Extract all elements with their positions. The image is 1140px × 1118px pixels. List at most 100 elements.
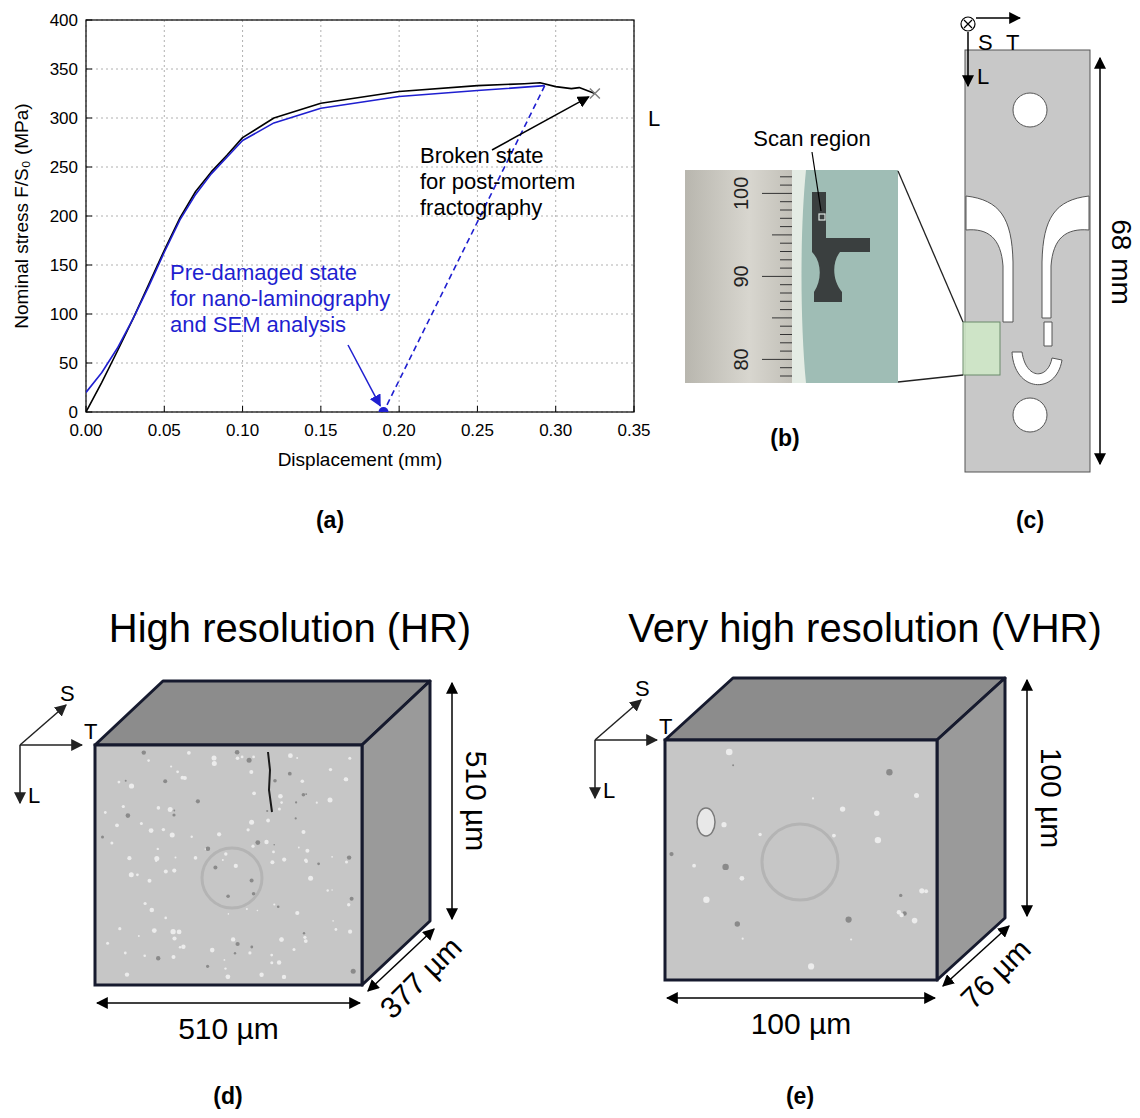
ruler-tick [780, 293, 792, 294]
dimension-label: 76 µm [954, 932, 1037, 1015]
tick [399, 406, 400, 412]
scan-pointer [812, 152, 821, 211]
texture-speck [874, 811, 879, 816]
texture-speck [138, 935, 140, 937]
texture-speck [217, 832, 221, 836]
annotation-text: for nano-laminography [170, 286, 390, 311]
texture-speck [264, 840, 268, 844]
ruler-tick [762, 276, 792, 277]
cube-front [95, 745, 362, 985]
texture-speck [124, 952, 127, 955]
tick [86, 167, 92, 168]
notch [1044, 322, 1052, 346]
texture-speck [703, 897, 709, 903]
axis-arrow [594, 740, 596, 798]
ruler-tick [780, 342, 792, 343]
ruler-tick [780, 326, 792, 327]
pin-hole [1013, 398, 1047, 432]
texture-speck [295, 801, 297, 803]
texture-speck [305, 849, 309, 853]
texture-speck [348, 930, 352, 934]
grid-line [399, 20, 400, 412]
out-of-plane-cross [964, 20, 972, 28]
ruler-tick [780, 226, 792, 227]
x-tick-label: 0.25 [461, 421, 494, 440]
texture-speck [172, 813, 175, 816]
texture-speck [196, 799, 200, 803]
length-label: 68 mm [1106, 219, 1137, 305]
dimension-arrow [97, 1002, 360, 1004]
texture-speck [170, 833, 175, 838]
panel-label: (b) [770, 425, 799, 451]
texture-speck [228, 913, 230, 915]
axis-letter: S [978, 30, 993, 55]
ruler-tick [772, 317, 792, 318]
cube-front [665, 740, 937, 980]
axis-arrow [20, 705, 66, 745]
texture-speck [147, 759, 150, 762]
texture-speck [157, 848, 159, 850]
texture-speck [213, 866, 217, 870]
texture-speck [302, 793, 306, 797]
texture-speck [812, 797, 814, 799]
tick [242, 406, 243, 412]
y-tick-label: 100 [50, 305, 78, 324]
texture-speck [316, 802, 318, 804]
y-tick-label: 350 [50, 60, 78, 79]
texture-speck [302, 830, 306, 834]
texture-speck [732, 764, 734, 766]
texture-speck [278, 794, 283, 799]
ruler-tick [780, 376, 792, 377]
tick [86, 363, 92, 364]
cutout [966, 196, 1013, 322]
texture-speck [173, 810, 175, 812]
y-tick-label: 300 [50, 109, 78, 128]
specimen-plate [965, 50, 1090, 472]
axis-letter: L [28, 783, 40, 808]
x-tick-label: 0.15 [304, 421, 337, 440]
texture-speck [236, 942, 240, 946]
texture-speck [886, 769, 892, 775]
annotation-text: for post-mortem [420, 169, 575, 194]
texture-speck [236, 756, 240, 760]
texture-speck [164, 917, 167, 920]
texture-speck [924, 889, 928, 893]
panel-label: (d) [213, 1083, 242, 1109]
annotation-text: fractography [420, 195, 542, 220]
texture-speck [293, 948, 296, 951]
ruler-tick [780, 210, 792, 211]
texture-speck [277, 960, 281, 964]
texture-speck [347, 903, 350, 906]
cube-front-edge [95, 745, 362, 985]
texture-speck [344, 777, 348, 781]
texture-speck [305, 860, 308, 863]
ruler-tick [772, 234, 792, 235]
panel-title: High resolution (HR) [109, 606, 471, 650]
axis-letter: L [603, 778, 615, 803]
texture-speck [251, 845, 254, 848]
mount-edge [792, 170, 806, 383]
dimension-label: 510 µm [178, 1012, 279, 1045]
texture-speck [266, 810, 268, 812]
texture-speck [156, 956, 160, 960]
texture-speck [257, 910, 259, 912]
scan-zone [963, 322, 1000, 375]
texture-speck [177, 930, 182, 935]
cube-side [937, 678, 1005, 980]
texture-speck [296, 757, 298, 759]
texture-speck [101, 835, 104, 838]
grid-line [164, 20, 165, 412]
texture-speck [875, 837, 881, 843]
texture-speck [840, 806, 845, 811]
texture-speck [224, 967, 226, 969]
texture-speck [273, 844, 275, 846]
series-line [86, 83, 595, 412]
texture-speck [179, 946, 181, 948]
texture-speck [348, 757, 351, 760]
texture-speck [295, 817, 297, 819]
texture-speck [210, 948, 215, 953]
x-tick-label: 0.20 [383, 421, 416, 440]
texture-speck [266, 819, 270, 823]
texture-speck [249, 770, 253, 774]
texture-ring [762, 824, 838, 900]
